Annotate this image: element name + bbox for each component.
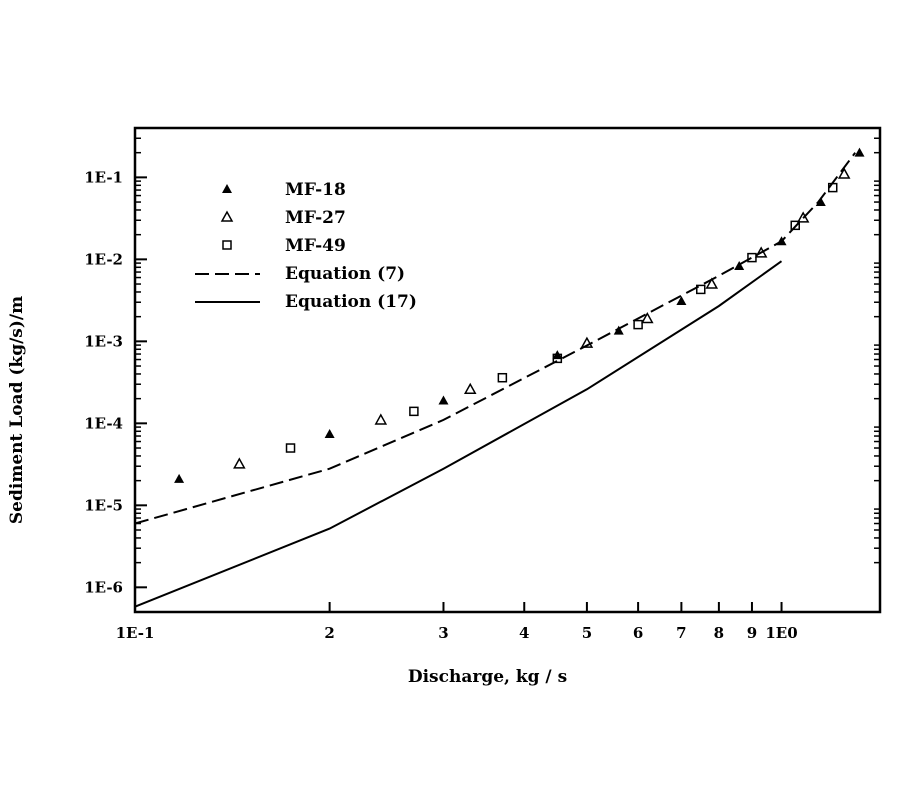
data-point bbox=[734, 260, 745, 270]
data-point bbox=[324, 429, 335, 439]
data-point bbox=[705, 277, 719, 289]
y-tick-label: 1E-2 bbox=[84, 250, 123, 268]
series-line-3 bbox=[134, 152, 857, 525]
data-point bbox=[641, 311, 654, 324]
y-tick-label: 1E-6 bbox=[84, 578, 123, 596]
data-point bbox=[438, 395, 449, 405]
y-axis-label: Sediment Load (kg/s)/m bbox=[7, 296, 27, 524]
x-tick-label: 6 bbox=[633, 624, 643, 642]
y-tick-label: 1E-3 bbox=[84, 332, 123, 350]
data-point bbox=[497, 372, 508, 383]
legend-label: MF-18 bbox=[285, 180, 346, 200]
x-tick-label: 3 bbox=[438, 624, 448, 642]
y-tick-label: 1E-4 bbox=[84, 414, 123, 432]
data-point bbox=[696, 284, 706, 295]
data-point bbox=[854, 147, 865, 157]
data-point bbox=[552, 353, 563, 364]
data-point bbox=[796, 211, 810, 223]
data-point bbox=[463, 382, 477, 395]
data-point bbox=[409, 406, 419, 417]
x-tick-label: 4 bbox=[519, 624, 529, 642]
x-tick-label: 2 bbox=[324, 624, 334, 642]
data-point bbox=[790, 220, 800, 231]
data-point bbox=[580, 336, 594, 348]
legend-label: MF-27 bbox=[285, 208, 346, 228]
x-tick-label: 1E0 bbox=[765, 624, 797, 642]
data-point bbox=[837, 167, 851, 179]
x-tick-label: 8 bbox=[714, 624, 724, 642]
data-point bbox=[374, 413, 388, 425]
legend-label: MF-49 bbox=[285, 236, 346, 256]
data-point bbox=[676, 296, 687, 306]
x-tick-label: 7 bbox=[676, 624, 686, 642]
x-tick-label: 1E-1 bbox=[116, 624, 155, 642]
series-line-4 bbox=[134, 260, 783, 608]
plot-frame bbox=[133, 126, 882, 614]
data-point bbox=[285, 443, 296, 453]
y-tick-label: 1E-5 bbox=[84, 496, 123, 514]
data-point bbox=[613, 325, 624, 335]
data-point bbox=[233, 457, 246, 469]
data-point bbox=[747, 252, 757, 263]
legend-marker bbox=[222, 240, 232, 250]
legend-label: Equation (7) bbox=[285, 264, 405, 284]
legend-label: Equation (17) bbox=[285, 292, 417, 312]
x-axis-label: Discharge, kg / s bbox=[408, 667, 567, 687]
data-point bbox=[815, 197, 826, 207]
legend-marker bbox=[220, 210, 234, 222]
data-point bbox=[754, 246, 768, 258]
x-tick-label: 9 bbox=[747, 624, 757, 642]
data-point bbox=[633, 319, 643, 330]
y-tick-label: 1E-1 bbox=[84, 168, 123, 186]
x-tick-label: 5 bbox=[582, 624, 592, 642]
data-point bbox=[174, 473, 185, 483]
legend-marker bbox=[222, 184, 232, 193]
